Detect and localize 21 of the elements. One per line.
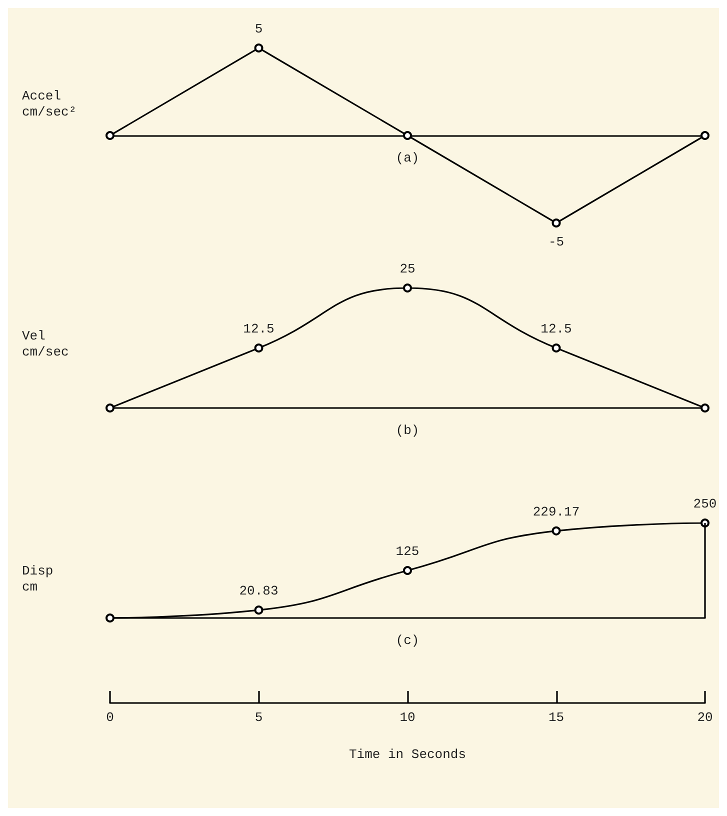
data-label: 20.83 — [239, 584, 278, 599]
x-axis-title: Time in Seconds — [348, 747, 466, 762]
data-label: 5 — [254, 22, 263, 36]
x-tick-label: 15 — [548, 710, 564, 725]
x-tick-label: 20 — [697, 710, 713, 725]
data-label: 250 — [693, 496, 717, 512]
x-tick-label: 5 — [254, 710, 263, 725]
data-label: -5 — [548, 234, 564, 250]
data-label: 12.5 — [243, 322, 274, 336]
text: (b) — [396, 423, 420, 438]
annotation: (a) — [396, 150, 420, 166]
text: (c) — [396, 633, 420, 648]
y-axis-title: Vel cm/sec — [22, 328, 69, 360]
data-label: 125 — [396, 544, 420, 559]
y-axis-title: Disp cm — [22, 564, 54, 594]
data-label: 229.17 — [532, 504, 580, 520]
data-label: 25 — [400, 262, 416, 276]
x-tick-label: 0 — [106, 710, 114, 725]
data-label: 12.5 — [540, 322, 572, 336]
x-tick-label: 10 — [400, 710, 416, 725]
y-axis-title: Accel cm/sec² — [22, 88, 77, 120]
